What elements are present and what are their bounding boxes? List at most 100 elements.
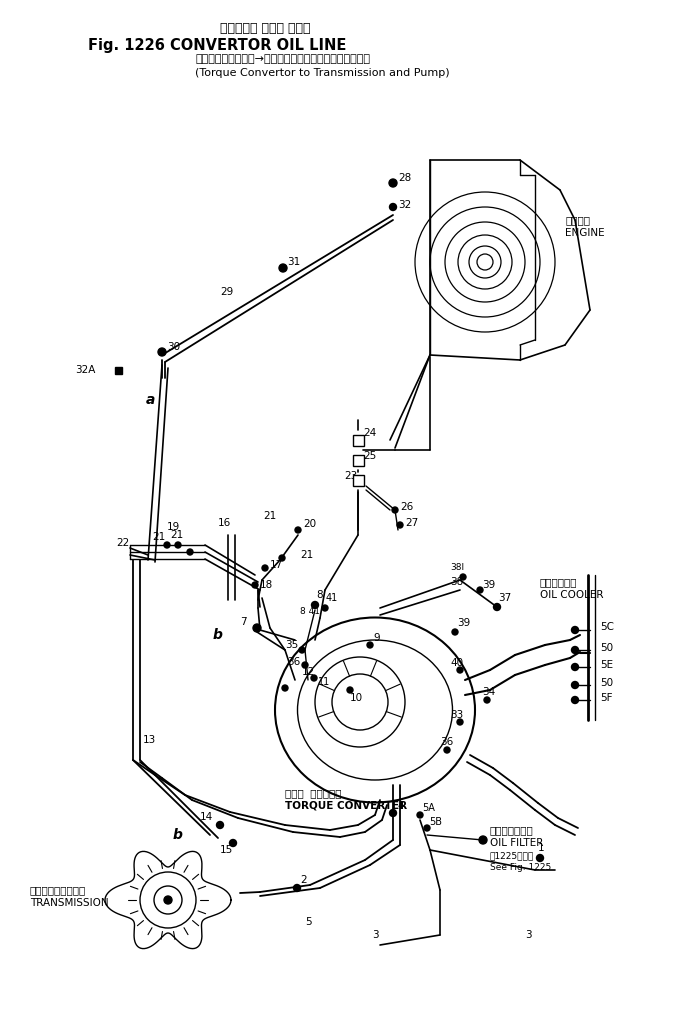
Text: 24: 24 [363,428,376,438]
Text: 13: 13 [143,735,156,745]
Text: 35: 35 [285,640,298,650]
Bar [353,455,363,466]
Circle shape [397,522,403,528]
Text: 5F: 5F [600,693,612,703]
Text: 31: 31 [287,257,300,267]
Circle shape [367,642,373,648]
Circle shape [262,565,268,571]
Text: b: b [213,628,223,642]
Text: （トルクコンバータ→トランスミッションおよびポンプ）: （トルクコンバータ→トランスミッションおよびポンプ） [195,54,370,64]
Text: コンバータ オイル ライン: コンバータ オイル ライン [220,22,311,35]
Circle shape [175,542,181,548]
Circle shape [572,681,578,688]
Text: オイルフィルタ: オイルフィルタ [490,825,534,835]
Text: OIL FILTER: OIL FILTER [490,838,543,848]
Text: OIL COOLER: OIL COOLER [540,590,603,600]
Text: 8: 8 [316,590,323,600]
Text: 32: 32 [398,200,412,210]
Circle shape [253,624,261,632]
Text: 16: 16 [218,518,231,528]
Circle shape [417,812,423,818]
Text: 8 41: 8 41 [300,608,320,616]
Text: 2: 2 [300,875,306,885]
Text: 30: 30 [167,342,180,352]
Circle shape [479,836,487,844]
Text: 27: 27 [405,518,418,528]
Circle shape [477,587,483,593]
Text: Fig. 1226 CONVERTOR OIL LINE: Fig. 1226 CONVERTOR OIL LINE [88,38,346,53]
Text: 11: 11 [318,677,330,687]
Circle shape [302,662,308,668]
Text: 12: 12 [302,667,315,677]
Circle shape [536,855,544,862]
Circle shape [457,719,463,725]
Circle shape [187,549,193,555]
Circle shape [311,675,317,681]
Bar [115,366,121,374]
Text: 20: 20 [303,519,316,529]
Text: 39: 39 [482,580,495,590]
Text: 19: 19 [167,522,180,532]
Text: 41: 41 [326,593,338,603]
Text: 10: 10 [350,693,363,703]
Circle shape [460,574,466,580]
Circle shape [294,884,300,891]
Circle shape [457,667,463,673]
Text: 23: 23 [344,471,357,481]
Circle shape [299,647,305,653]
Circle shape [295,527,301,533]
Polygon shape [105,852,231,949]
Circle shape [484,697,490,703]
Text: TORQUE CONVERTER: TORQUE CONVERTER [285,801,407,811]
Circle shape [311,602,319,609]
Circle shape [216,821,224,828]
Text: 50: 50 [600,678,613,688]
Circle shape [389,203,397,210]
Text: ENGINE: ENGINE [565,228,605,238]
Circle shape [572,664,578,671]
Text: TRANSMISSION: TRANSMISSION [30,898,108,908]
Circle shape [392,508,398,513]
Text: 21: 21 [170,530,183,540]
Text: See Fig. 1225: See Fig. 1225 [490,863,551,872]
Circle shape [572,647,578,654]
Circle shape [282,685,288,691]
Text: a: a [145,393,155,407]
Circle shape [158,348,166,356]
Text: 28: 28 [398,173,412,183]
Text: 参1225図参照: 参1225図参照 [490,852,534,861]
Text: 21: 21 [263,511,276,521]
Circle shape [452,629,458,635]
Text: 5A: 5A [422,803,435,813]
Text: 33: 33 [450,710,463,720]
Text: 36: 36 [287,657,300,667]
Text: 34: 34 [482,687,495,697]
Text: 25: 25 [363,451,376,461]
Text: 1: 1 [538,843,544,853]
Circle shape [494,604,500,610]
Text: 21: 21 [300,550,313,560]
Text: 22: 22 [116,538,129,548]
Text: 39: 39 [457,618,471,628]
Text: 36: 36 [440,737,454,747]
Text: 9: 9 [373,633,380,642]
Text: 5C: 5C [600,622,614,632]
Text: トルク  コンバータ: トルク コンバータ [285,788,342,798]
Circle shape [279,264,287,272]
Text: 4: 4 [397,801,403,811]
Circle shape [279,555,285,561]
Circle shape [389,179,397,187]
Text: 29: 29 [220,287,233,297]
Text: 3: 3 [372,930,378,940]
Text: エンジン: エンジン [565,215,590,225]
Circle shape [252,582,258,588]
Text: 26: 26 [400,502,414,512]
Bar [353,474,363,485]
Circle shape [389,810,397,816]
Circle shape [164,896,172,904]
Circle shape [229,839,237,847]
Text: オイルクーラ: オイルクーラ [540,577,578,587]
Text: 3: 3 [525,930,532,940]
Circle shape [572,626,578,633]
Text: 15: 15 [220,845,233,855]
